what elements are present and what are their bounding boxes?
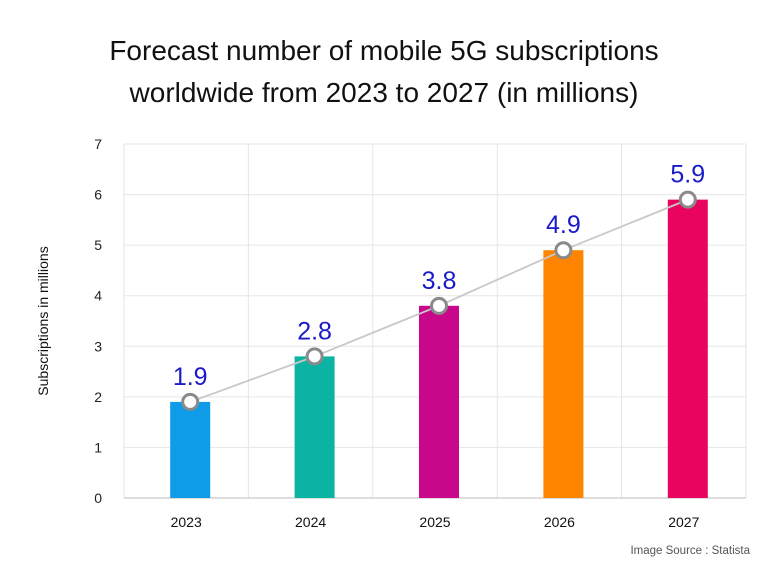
chart-title: Forecast number of mobile 5G subscriptio… [0,30,768,114]
bar-2024 [294,356,335,498]
marker-2024 [305,347,324,366]
y-tick-label-0: 0 [94,490,102,506]
x-tick-label-2024: 2024 [295,514,326,530]
chart-title-line-2: worldwide from 2023 to 2027 (in millions… [129,77,639,108]
marker-2026 [554,241,573,260]
y-tick-label-5: 5 [94,237,102,253]
bar-2023 [170,401,211,498]
bar-2025 [419,305,459,498]
y-tick-label-2: 2 [94,389,102,405]
x-tick-label-2025: 2025 [419,514,450,530]
bar-2026 [543,250,584,498]
data-label-2027: 5.9 [670,161,705,189]
data-label-2026: 4.9 [546,211,581,239]
bar-2027 [667,199,708,498]
y-tick-label-4: 4 [94,288,102,304]
image-source: Image Source : Statista [630,545,750,557]
x-tick-label-2026: 2026 [544,514,575,530]
marker-2025 [430,296,448,315]
x-tick-label-2027: 2027 [668,514,699,530]
marker-2023 [181,392,200,411]
data-label-2023: 1.9 [173,363,208,391]
y-tick-label-3: 3 [94,338,102,354]
chart-title-line-1: Forecast number of mobile 5G subscriptio… [109,35,659,66]
y-tick-label-7: 7 [94,136,102,152]
data-label-2025: 3.8 [422,267,457,295]
y-tick-label-1: 1 [94,439,102,455]
x-tick-label-2023: 2023 [171,514,202,530]
marker-2027 [678,190,697,209]
y-axis-title: Subscriptions in millions [35,246,51,395]
data-label-2024: 2.8 [297,317,332,345]
y-tick-label-6: 6 [94,187,102,203]
